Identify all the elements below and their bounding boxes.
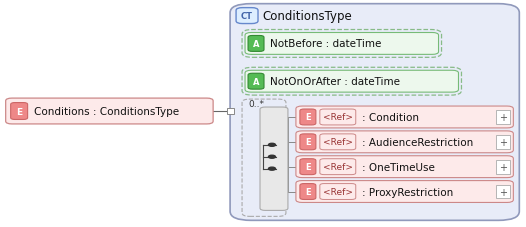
Bar — [497, 135, 510, 149]
FancyBboxPatch shape — [300, 159, 316, 175]
Text: A: A — [253, 77, 259, 86]
FancyBboxPatch shape — [300, 110, 316, 125]
Text: E: E — [305, 113, 311, 122]
Text: +: + — [499, 113, 508, 122]
Text: : OneTimeUse: : OneTimeUse — [362, 162, 434, 172]
FancyBboxPatch shape — [320, 159, 356, 175]
FancyBboxPatch shape — [300, 184, 316, 200]
FancyBboxPatch shape — [296, 181, 513, 202]
Text: ConditionsType: ConditionsType — [262, 10, 352, 23]
Bar — [497, 111, 510, 124]
Bar — [497, 160, 510, 174]
Text: +: + — [499, 162, 508, 172]
Text: : ProxyRestriction: : ProxyRestriction — [362, 187, 453, 197]
Text: +: + — [499, 187, 508, 197]
Text: <Ref>: <Ref> — [323, 163, 353, 171]
FancyBboxPatch shape — [296, 131, 513, 153]
Text: E: E — [16, 107, 22, 116]
Bar — [227, 108, 234, 115]
Text: : AudienceRestriction: : AudienceRestriction — [362, 137, 473, 147]
FancyBboxPatch shape — [236, 9, 258, 25]
Text: NotBefore : dateTime: NotBefore : dateTime — [270, 39, 381, 49]
FancyBboxPatch shape — [245, 71, 459, 93]
Circle shape — [268, 168, 276, 170]
FancyBboxPatch shape — [320, 134, 356, 150]
FancyBboxPatch shape — [230, 5, 519, 220]
FancyBboxPatch shape — [320, 110, 356, 125]
FancyBboxPatch shape — [300, 134, 316, 150]
Text: E: E — [305, 138, 311, 147]
FancyBboxPatch shape — [11, 103, 28, 120]
Text: Conditions : ConditionsType: Conditions : ConditionsType — [34, 106, 179, 116]
FancyBboxPatch shape — [296, 106, 513, 128]
Text: <Ref>: <Ref> — [323, 138, 353, 147]
FancyBboxPatch shape — [260, 108, 288, 210]
Text: : Condition: : Condition — [362, 113, 419, 122]
Text: +: + — [499, 137, 508, 147]
FancyBboxPatch shape — [296, 156, 513, 178]
Text: E: E — [305, 187, 311, 196]
FancyBboxPatch shape — [245, 33, 439, 55]
Text: 0..*: 0..* — [248, 99, 264, 108]
Text: CT: CT — [241, 12, 253, 21]
Text: <Ref>: <Ref> — [323, 187, 353, 196]
Text: E: E — [305, 163, 311, 171]
Text: <Ref>: <Ref> — [323, 113, 353, 122]
Circle shape — [268, 155, 276, 158]
Text: NotOnOrAfter : dateTime: NotOnOrAfter : dateTime — [270, 77, 400, 87]
Text: A: A — [253, 40, 259, 49]
FancyBboxPatch shape — [248, 74, 264, 90]
FancyBboxPatch shape — [320, 184, 356, 200]
Bar — [497, 185, 510, 199]
FancyBboxPatch shape — [248, 36, 264, 52]
FancyBboxPatch shape — [6, 99, 213, 124]
Circle shape — [268, 144, 276, 147]
